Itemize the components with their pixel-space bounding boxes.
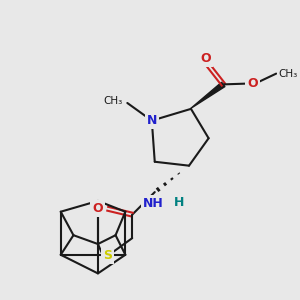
Text: H: H xyxy=(174,196,185,209)
Text: O: O xyxy=(200,52,211,65)
Polygon shape xyxy=(191,82,225,109)
Text: O: O xyxy=(92,202,103,215)
Text: O: O xyxy=(248,77,258,90)
Text: CH₃: CH₃ xyxy=(103,96,122,106)
Text: N: N xyxy=(147,114,157,127)
Text: CH₃: CH₃ xyxy=(278,69,297,79)
Text: NH: NH xyxy=(142,197,163,210)
Text: S: S xyxy=(103,249,112,262)
